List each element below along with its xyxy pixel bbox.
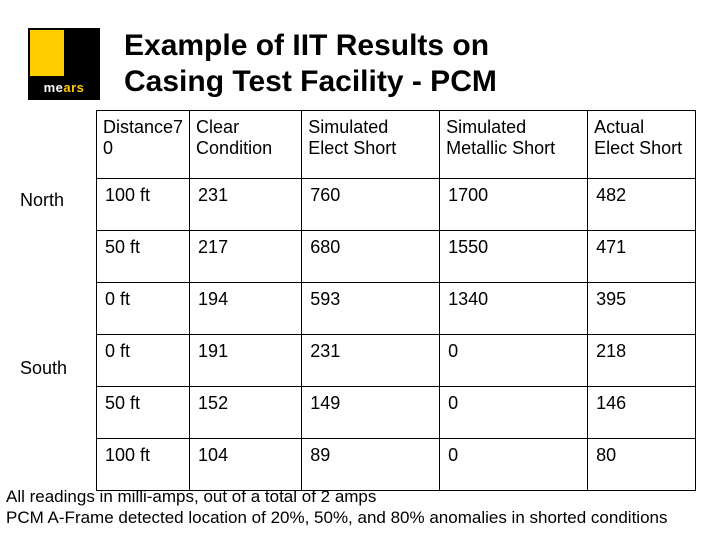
logo-text-right: ars [63,80,84,95]
cell: 217 [190,231,302,283]
cell: 1340 [440,283,588,335]
cell: 89 [302,439,440,491]
cell: 218 [588,335,696,387]
logo-text-left: me [44,80,64,95]
footnote: All readings in milli-amps, out of a tot… [6,486,667,529]
cell: 482 [588,179,696,231]
side-label-north: North [20,190,64,211]
cell: 194 [190,283,302,335]
cell: 100 ft [97,179,190,231]
cell: 146 [588,387,696,439]
cell: 760 [302,179,440,231]
table-row: 0 ft 194 593 1340 395 [97,283,696,335]
cell: 0 [440,335,588,387]
cell: 50 ft [97,387,190,439]
table-header-row: Distance7 0 Clear Condition Simulated El… [97,111,696,179]
cell: 395 [588,283,696,335]
cell: 231 [190,179,302,231]
col-header: Simulated Metallic Short [440,111,588,179]
footnote-line2: PCM A-Frame detected location of 20%, 50… [6,508,667,527]
cell: 100 ft [97,439,190,491]
results-table: Distance7 0 Clear Condition Simulated El… [96,110,696,491]
mears-logo: mears [28,28,100,100]
cell: 1700 [440,179,588,231]
cell: 231 [302,335,440,387]
col-header: Distance7 0 [97,111,190,179]
col-header: Simulated Elect Short [302,111,440,179]
cell: 0 [440,387,588,439]
table-row: 50 ft 152 149 0 146 [97,387,696,439]
cell: 80 [588,439,696,491]
cell: 191 [190,335,302,387]
cell: 152 [190,387,302,439]
col-header: Clear Condition [190,111,302,179]
title-line1: Example of IIT Results on [124,29,489,62]
side-label-south: South [20,358,67,379]
cell: 471 [588,231,696,283]
table-row: 50 ft 217 680 1550 471 [97,231,696,283]
cell: 0 ft [97,335,190,387]
cell: 50 ft [97,231,190,283]
footnote-line1: All readings in milli-amps, out of a tot… [6,487,376,506]
cell: 1550 [440,231,588,283]
cell: 149 [302,387,440,439]
page-title: Example of IIT Results on Casing Test Fa… [124,24,497,100]
cell: 680 [302,231,440,283]
cell: 593 [302,283,440,335]
title-line2: Casing Test Facility - PCM [124,65,497,98]
cell: 104 [190,439,302,491]
cell: 0 [440,439,588,491]
cell: 0 ft [97,283,190,335]
table-row: 100 ft 231 760 1700 482 [97,179,696,231]
col-header: Actual Elect Short [588,111,696,179]
table-row: 0 ft 191 231 0 218 [97,335,696,387]
table-row: 100 ft 104 89 0 80 [97,439,696,491]
